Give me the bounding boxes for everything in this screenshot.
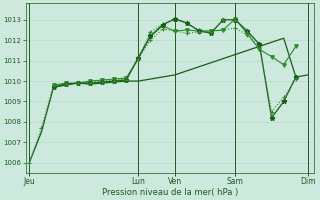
X-axis label: Pression niveau de la mer( hPa ): Pression niveau de la mer( hPa ) [102, 188, 238, 197]
